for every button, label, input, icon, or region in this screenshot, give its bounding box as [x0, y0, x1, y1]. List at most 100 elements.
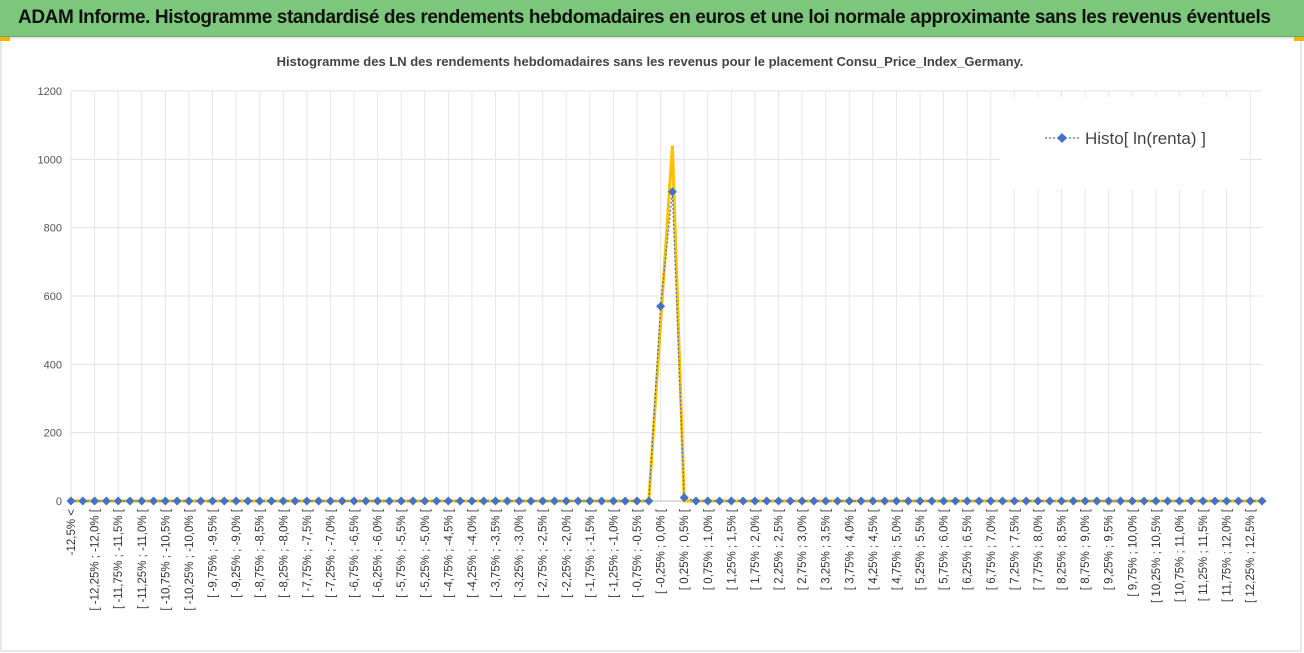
x-tick-label: [ -8,25% ; -8,0% [ [278, 508, 290, 598]
point [1045, 496, 1055, 506]
x-tick-label: [ 7,75% ; 8,0% [ [1033, 508, 1045, 590]
point [691, 496, 701, 506]
point [915, 496, 925, 506]
point [797, 496, 807, 506]
x-tick-label: [ -4,75% ; -4,5% [ [443, 508, 455, 598]
x-tick-label: [ 3,25% ; 3,5% [ [821, 508, 833, 590]
point [597, 496, 607, 506]
x-tick-label: [ 6,75% ; 7,0% [ [986, 508, 998, 590]
point [78, 496, 88, 506]
x-tick-label: [ 1,25% ; 1,5% [ [726, 508, 738, 590]
x-tick-label: [ -6,75% ; -6,5% [ [349, 508, 361, 598]
point [667, 187, 677, 197]
x-tick-label: [ -0,75% ; -0,5% [ [632, 508, 644, 598]
point [903, 496, 913, 506]
x-tick-label: [ 5,75% ; 6,0% [ [939, 508, 951, 590]
point [66, 496, 76, 506]
point [880, 496, 890, 506]
y-tick-label: 800 [44, 223, 62, 235]
point [1009, 496, 1019, 506]
point [1163, 496, 1173, 506]
point [1057, 496, 1067, 506]
point [526, 496, 536, 506]
x-tick-label: -12,5% < [66, 509, 78, 556]
legend-label: Histo[ ln(renta) ] [1085, 129, 1206, 148]
point [1104, 496, 1114, 506]
point [1186, 496, 1196, 506]
point [1068, 496, 1078, 506]
point [809, 496, 819, 506]
y-tick-label: 600 [44, 291, 62, 303]
point [1233, 496, 1243, 506]
point [561, 496, 571, 506]
point [290, 496, 300, 506]
point [125, 496, 135, 506]
point [196, 496, 206, 506]
point [184, 496, 194, 506]
x-tick-label: [ -8,75% ; -8,5% [ [255, 508, 267, 598]
point [101, 496, 111, 506]
point [939, 496, 949, 506]
point [266, 496, 276, 506]
point [491, 496, 501, 506]
point [219, 496, 229, 506]
point [962, 496, 972, 506]
point [950, 496, 960, 506]
point [738, 496, 748, 506]
point [443, 496, 453, 506]
point [620, 496, 630, 506]
point [726, 496, 736, 506]
point [90, 496, 100, 506]
point [1245, 496, 1255, 506]
chart-title: Histogramme des LN des rendements hebdom… [277, 54, 1024, 69]
point [396, 496, 406, 506]
point [502, 496, 512, 506]
legend-box [1000, 97, 1240, 189]
point [208, 496, 218, 506]
point [844, 496, 854, 506]
x-tick-label: [ 8,75% ; 9,0% [ [1080, 508, 1092, 590]
point [432, 496, 442, 506]
x-tick-label: [ -9,25% ; -9,0% [ [231, 508, 243, 598]
point [278, 496, 288, 506]
x-tick-label: [ 9,75% ; 10,0% [ [1127, 508, 1139, 596]
point [549, 496, 559, 506]
point [1021, 496, 1031, 506]
x-tick-label: [ -9,75% ; -9,5% [ [208, 508, 220, 598]
point [632, 496, 642, 506]
point [231, 496, 241, 506]
point [538, 496, 548, 506]
x-tick-label: [ 4,25% ; 4,5% [ [868, 508, 880, 590]
x-tick-label: [ 11,25% ; 11,5% [ [1198, 508, 1210, 601]
point [1139, 496, 1149, 506]
y-tick-label: 200 [44, 428, 62, 440]
y-tick-label: 400 [44, 359, 62, 371]
point [703, 496, 713, 506]
point [1092, 496, 1102, 506]
point [479, 496, 489, 506]
x-tick-label: [ -3,25% ; -3,0% [ [514, 508, 526, 598]
x-tick-label: [ -5,75% ; -5,5% [ [396, 508, 408, 598]
x-tick-label: [ 11,75% ; 12,0% [ [1222, 508, 1234, 602]
banner: ADAM Informe. Histogramme standardisé de… [0, 0, 1304, 37]
point [1033, 496, 1043, 506]
point [420, 496, 430, 506]
point [337, 496, 347, 506]
point [455, 496, 465, 506]
x-tick-label: [ 9,25% ; 9,5% [ [1104, 508, 1116, 590]
legend-marker [1057, 133, 1067, 143]
x-tick-label: [ 3,75% ; 4,0% [ [844, 508, 856, 590]
banner-title: ADAM Informe. Histogramme standardisé de… [18, 7, 1271, 28]
point [585, 496, 595, 506]
point [172, 496, 182, 506]
point [1151, 496, 1161, 506]
x-tick-label: [ -12,25% ; -12,0% [ [90, 508, 102, 610]
point [361, 496, 371, 506]
point [408, 496, 418, 506]
x-tick-label: [ -0,25% ; 0,0% [ [656, 508, 668, 594]
point [149, 496, 159, 506]
point [160, 496, 170, 506]
point [1174, 496, 1184, 506]
x-tick-label: [ 0,75% ; 1,0% [ [703, 508, 715, 590]
point [467, 496, 477, 506]
